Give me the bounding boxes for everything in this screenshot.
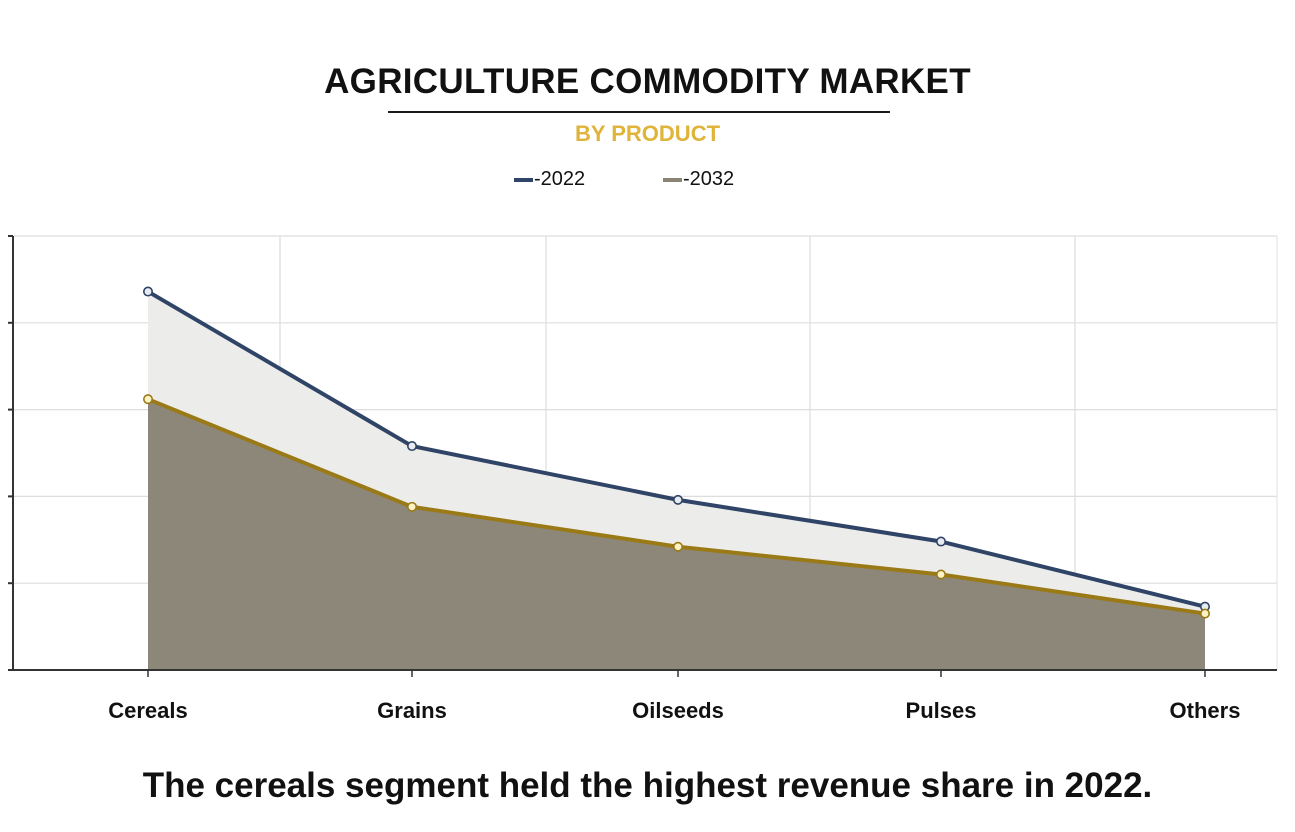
legend-swatch-2032	[663, 177, 682, 182]
point-2022-oilseeds	[672, 494, 683, 505]
x-tick-label-pulses: Pulses	[906, 698, 977, 723]
legend-label-2022: -2022	[534, 168, 586, 190]
point-2032-pulses	[935, 569, 946, 580]
chart-caption: The cereals segment held the highest rev…	[142, 766, 1153, 805]
legend-item-2022: -2022	[514, 168, 585, 191]
chart-title: AGRICULTURE COMMODITY MARKET	[324, 62, 971, 101]
x-tick-label-oilseeds: Oilseeds	[632, 698, 724, 723]
area-series-2032	[148, 399, 1205, 670]
legend-item-2032: -2032	[663, 168, 734, 191]
chart-subtitle: BY PRODUCT	[574, 121, 721, 146]
point-2032-oilseeds	[672, 541, 683, 552]
legend-swatch-2022	[514, 177, 533, 182]
point-2022-cereals	[143, 286, 154, 297]
area-chart: Cereals Grains Oilseeds Pulses Others	[8, 235, 1278, 723]
x-tick-label-cereals: Cereals	[108, 698, 188, 723]
legend-label-2032: -2032	[683, 168, 735, 190]
point-2022-pulses	[935, 536, 946, 547]
title-underline	[388, 111, 890, 113]
point-2032-cereals	[143, 394, 154, 405]
point-2032-others	[1200, 608, 1211, 619]
point-2032-grains	[406, 501, 417, 512]
x-tick-label-others: Others	[1170, 698, 1241, 723]
point-2022-grains	[406, 441, 417, 452]
x-tick-label-grains: Grains	[377, 698, 447, 723]
